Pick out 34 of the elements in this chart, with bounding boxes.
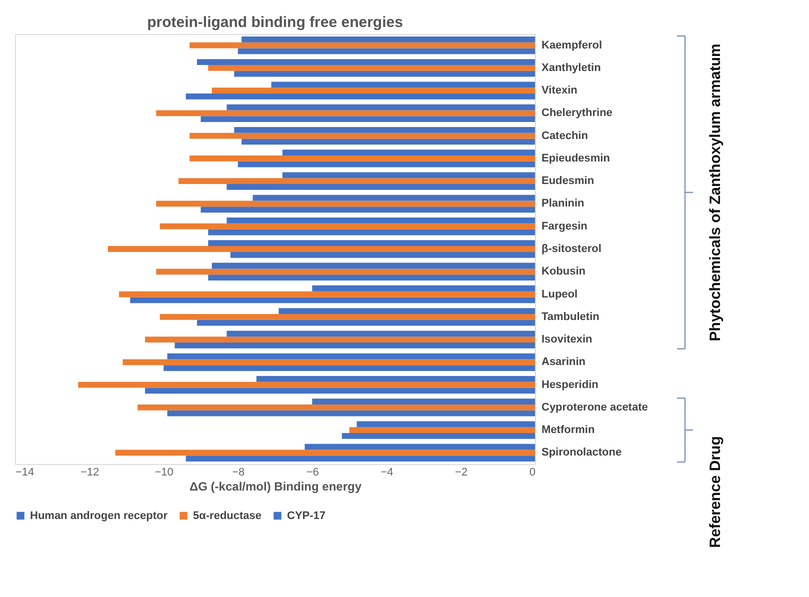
y-tick-label: Catechin xyxy=(542,130,588,142)
x-tick-label: 0 xyxy=(529,466,536,478)
y-tick-label: Lupeol xyxy=(542,288,578,300)
y-tick-label: Kaempferol xyxy=(542,39,602,52)
x-tick-label: −10 xyxy=(154,466,174,478)
y-tick-label: Hesperidin xyxy=(542,378,599,391)
y-tick-label: Fargesin xyxy=(542,220,588,232)
y-tick-label: Asarinin xyxy=(542,356,586,368)
x-tick-label: −6 xyxy=(306,466,319,478)
text: Reference Drug xyxy=(707,436,724,548)
x-axis-title: ΔG (-kcal/mol) Binding energy xyxy=(190,480,362,494)
x-tick-label: −8 xyxy=(232,466,245,478)
legend-label: 5α-reductase xyxy=(193,510,262,522)
y-tick-label: β-sitosterol xyxy=(542,243,602,255)
y-tick-label: Kobusin xyxy=(542,266,586,278)
x-tick-label: −12 xyxy=(80,466,100,478)
x-tick-label: −14 xyxy=(16,466,34,478)
text: Phytochemicals of Zanthoxylum armatum xyxy=(707,44,724,342)
x-tick-label: −4 xyxy=(380,466,394,478)
y-tick-label: Tambuletin xyxy=(542,310,600,323)
y-tick-label: Vitexin xyxy=(542,84,578,97)
y-tick-label: Cyproterone acetate xyxy=(542,401,648,414)
y-tick-label: Planinin xyxy=(542,198,585,210)
y-tick-label: Isovitexin xyxy=(542,334,593,346)
y-tick-label: Epieudesmin xyxy=(542,152,610,164)
chart-title: protein-ligand binding free energies xyxy=(147,14,403,31)
legend-label: Human androgen receptor xyxy=(30,510,168,522)
y-tick-label: Chelerythrine xyxy=(542,107,612,120)
y-tick-label: Xanthyletin xyxy=(542,62,602,74)
y-tick-label: Metformin xyxy=(542,424,595,436)
y-tick-label: Spironolactone xyxy=(542,446,622,459)
legend-label: CYP-17 xyxy=(287,510,326,522)
x-tick-label: −2 xyxy=(454,466,468,478)
y-tick-label: Eudesmin xyxy=(542,175,594,188)
